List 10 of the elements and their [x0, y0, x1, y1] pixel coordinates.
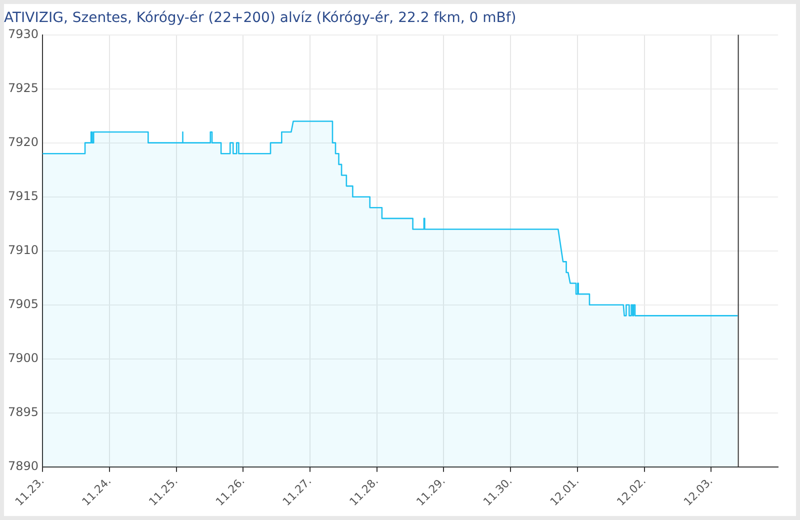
y-tick-label: 7900: [8, 351, 39, 366]
y-tick-label: 7910: [8, 242, 39, 257]
y-tick-label: 7920: [8, 134, 39, 149]
y-tick-label: 7905: [8, 297, 39, 312]
y-tick-label: 7890: [8, 459, 39, 474]
y-tick-label: 7895: [8, 405, 39, 420]
y-tick-label: 7915: [8, 188, 39, 203]
y-tick-label: 7930: [8, 26, 39, 41]
y-tick-label: 7925: [8, 80, 39, 95]
chart-title: ATIVIZIG, Szentes, Kórógy-ér (22+200) alvíz (Kórógy-ér, 22.2 fkm, 0 mBf): [4, 10, 516, 26]
